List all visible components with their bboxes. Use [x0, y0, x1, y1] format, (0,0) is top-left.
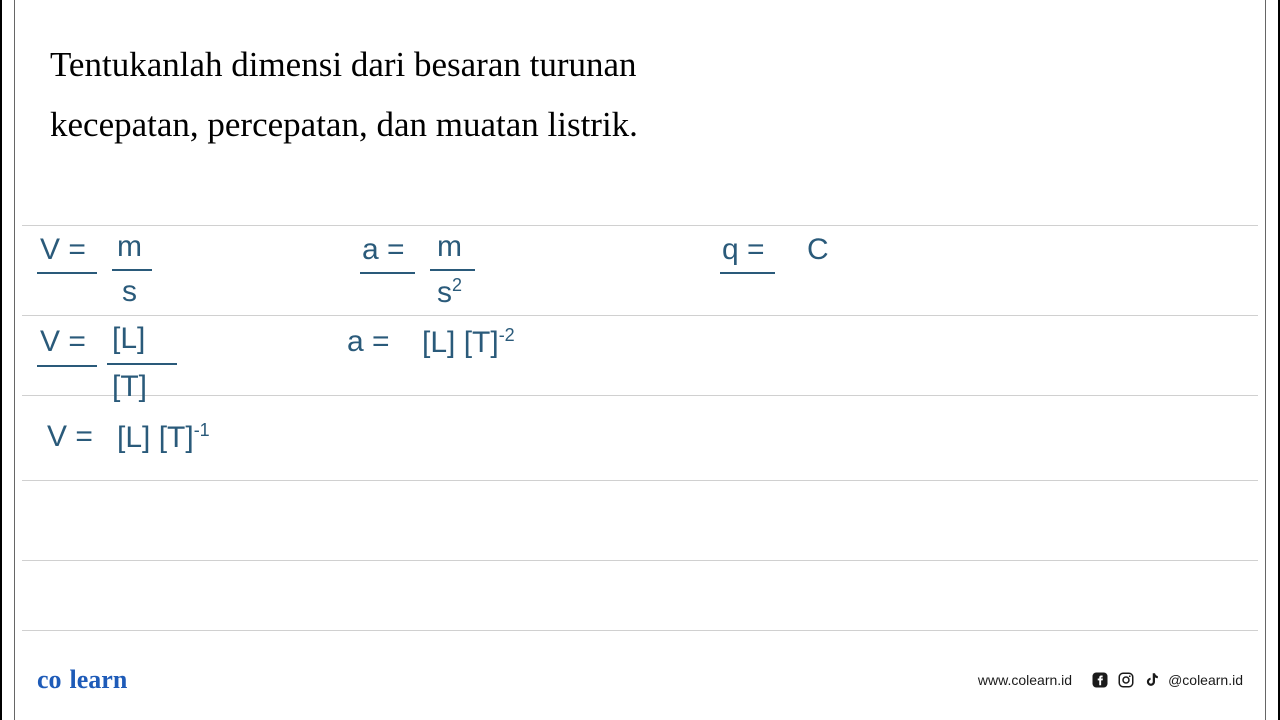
- accel-eq2-lhs: a =: [347, 325, 390, 359]
- rule-line: [22, 480, 1258, 481]
- accel-eq1-denominator: s2: [437, 275, 462, 310]
- velocity-eq3-lhs: V =: [47, 420, 93, 454]
- accel-eq2-base: [L] [T]: [422, 326, 499, 359]
- rule-line: [22, 630, 1258, 631]
- ruled-paper: V = m s a = m s2 q = C V = [L] [T] a = […: [22, 225, 1258, 595]
- logo-part2: learn: [70, 665, 128, 694]
- page-border-left: [14, 0, 15, 720]
- velocity-eq2-numerator: [L]: [112, 322, 145, 356]
- website-url: www.colearn.id: [978, 672, 1072, 688]
- velocity-eq3-rhs: [L] [T]-1: [117, 420, 210, 455]
- social-handle: @colearn.id: [1168, 672, 1243, 688]
- question-line1: Tentukanlah dimensi dari besaran turunan: [50, 45, 637, 84]
- logo-part1: co: [37, 665, 62, 694]
- charge-eq-underline: [720, 272, 775, 274]
- accel-eq2-exp: -2: [499, 325, 515, 345]
- footer-right: www.colearn.id @colearn.id: [978, 670, 1243, 690]
- velocity-eq3-exp: -1: [194, 420, 210, 440]
- velocity-eq2-lhs: V =: [40, 325, 86, 359]
- question-line2: kecepatan, percepatan, dan muatan listri…: [50, 105, 638, 144]
- velocity-eq1-fracline: [112, 269, 152, 271]
- footer: colearn www.colearn.id @colearn.id: [37, 665, 1243, 695]
- velocity-eq3-base: [L] [T]: [117, 421, 194, 454]
- velocity-eq2-fracline: [107, 363, 177, 365]
- rule-line: [22, 315, 1258, 316]
- brand-logo: colearn: [37, 665, 127, 695]
- velocity-eq1-denominator: s: [122, 275, 137, 309]
- social-icons: @colearn.id: [1090, 670, 1243, 690]
- rule-line: [22, 225, 1258, 226]
- accel-eq1-fracline: [430, 269, 475, 271]
- velocity-eq1-lhs: V =: [40, 233, 86, 267]
- tiktok-icon: [1142, 670, 1162, 690]
- question-text: Tentukanlah dimensi dari besaran turunan…: [50, 35, 1230, 154]
- accel-eq1-underline: [360, 272, 415, 274]
- accel-eq1-lhs: a =: [362, 233, 405, 267]
- charge-eq-lhs: q =: [722, 233, 765, 267]
- accel-eq1-numerator: m: [437, 230, 462, 264]
- rule-line: [22, 395, 1258, 396]
- charge-eq-rhs: C: [807, 233, 829, 267]
- accel-eq1-den-base: s: [437, 276, 452, 309]
- instagram-icon: [1116, 670, 1136, 690]
- velocity-eq2-underline: [37, 365, 97, 367]
- velocity-eq1-numerator: m: [117, 230, 142, 264]
- accel-eq2-rhs: [L] [T]-2: [422, 325, 515, 360]
- velocity-eq2-denominator: [T]: [112, 370, 147, 404]
- page-border-right: [1265, 0, 1266, 720]
- facebook-icon: [1090, 670, 1110, 690]
- velocity-eq1-underline: [37, 272, 97, 274]
- rule-line: [22, 560, 1258, 561]
- accel-eq1-den-exp: 2: [452, 275, 462, 295]
